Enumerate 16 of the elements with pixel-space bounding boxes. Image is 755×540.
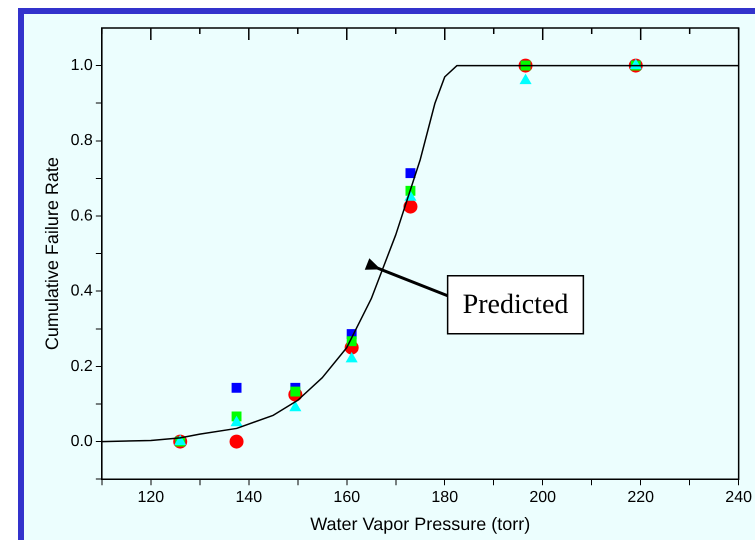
y-tick-label: 0.8 xyxy=(70,132,93,150)
y-tick-label: 0.0 xyxy=(70,433,93,450)
x-tick-label: 140 xyxy=(235,489,262,506)
y-tick-label: 1.0 xyxy=(70,57,93,74)
x-axis-title: Water Vapor Pressure (torr) xyxy=(310,514,530,534)
y-axis-title: Cumulative Failure Rate xyxy=(42,157,62,350)
annotation: Predicted xyxy=(462,289,568,320)
x-tick-label: 240 xyxy=(725,489,752,506)
x-tick-label: 180 xyxy=(431,489,458,506)
y-tick-label: 0.4 xyxy=(70,282,93,300)
y-tick-label: 0.2 xyxy=(70,358,93,375)
x-tick-label: 160 xyxy=(333,489,360,506)
y-tick-label: 0.6 xyxy=(70,207,93,224)
x-tick-label: 120 xyxy=(137,489,164,506)
x-tick-label: 200 xyxy=(529,489,556,506)
x-tick-label: 220 xyxy=(627,489,654,506)
